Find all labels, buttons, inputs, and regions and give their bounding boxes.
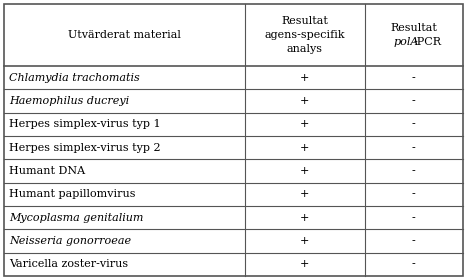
Text: Herpes simplex-virus typ 1: Herpes simplex-virus typ 1 (9, 119, 161, 129)
Text: Herpes simplex-virus typ 2: Herpes simplex-virus typ 2 (9, 143, 161, 153)
Text: Humant papillomvirus: Humant papillomvirus (9, 189, 135, 199)
Text: -: - (412, 259, 416, 269)
Text: Resultat: Resultat (390, 23, 437, 33)
Text: polA: polA (394, 37, 419, 47)
Text: Varicella zoster-virus: Varicella zoster-virus (9, 259, 128, 269)
Text: Humant DNA: Humant DNA (9, 166, 85, 176)
Text: +: + (300, 96, 310, 106)
Text: Utvärderat material: Utvärderat material (68, 30, 181, 40)
Text: +: + (300, 119, 310, 129)
Text: +: + (300, 73, 310, 83)
Text: -: - (412, 143, 416, 153)
Text: Haemophilus ducreyi: Haemophilus ducreyi (9, 96, 129, 106)
Text: Resultat: Resultat (281, 15, 328, 25)
Text: -: - (412, 96, 416, 106)
Text: +: + (300, 236, 310, 246)
Text: -: - (412, 166, 416, 176)
Text: agens-specifik: agens-specifik (264, 30, 345, 40)
Text: +: + (300, 259, 310, 269)
Text: -: - (412, 73, 416, 83)
Text: Chlamydia trachomatis: Chlamydia trachomatis (9, 73, 140, 83)
Text: -: - (412, 119, 416, 129)
Text: Neisseria gonorroeae: Neisseria gonorroeae (9, 236, 131, 246)
Text: -PCR: -PCR (414, 37, 442, 47)
Text: +: + (300, 166, 310, 176)
Text: +: + (300, 189, 310, 199)
Text: -: - (412, 213, 416, 223)
Text: -: - (412, 189, 416, 199)
Text: Mycoplasma genitalium: Mycoplasma genitalium (9, 213, 143, 223)
Text: +: + (300, 143, 310, 153)
Text: +: + (300, 213, 310, 223)
Text: -: - (412, 236, 416, 246)
Text: analys: analys (287, 45, 323, 55)
